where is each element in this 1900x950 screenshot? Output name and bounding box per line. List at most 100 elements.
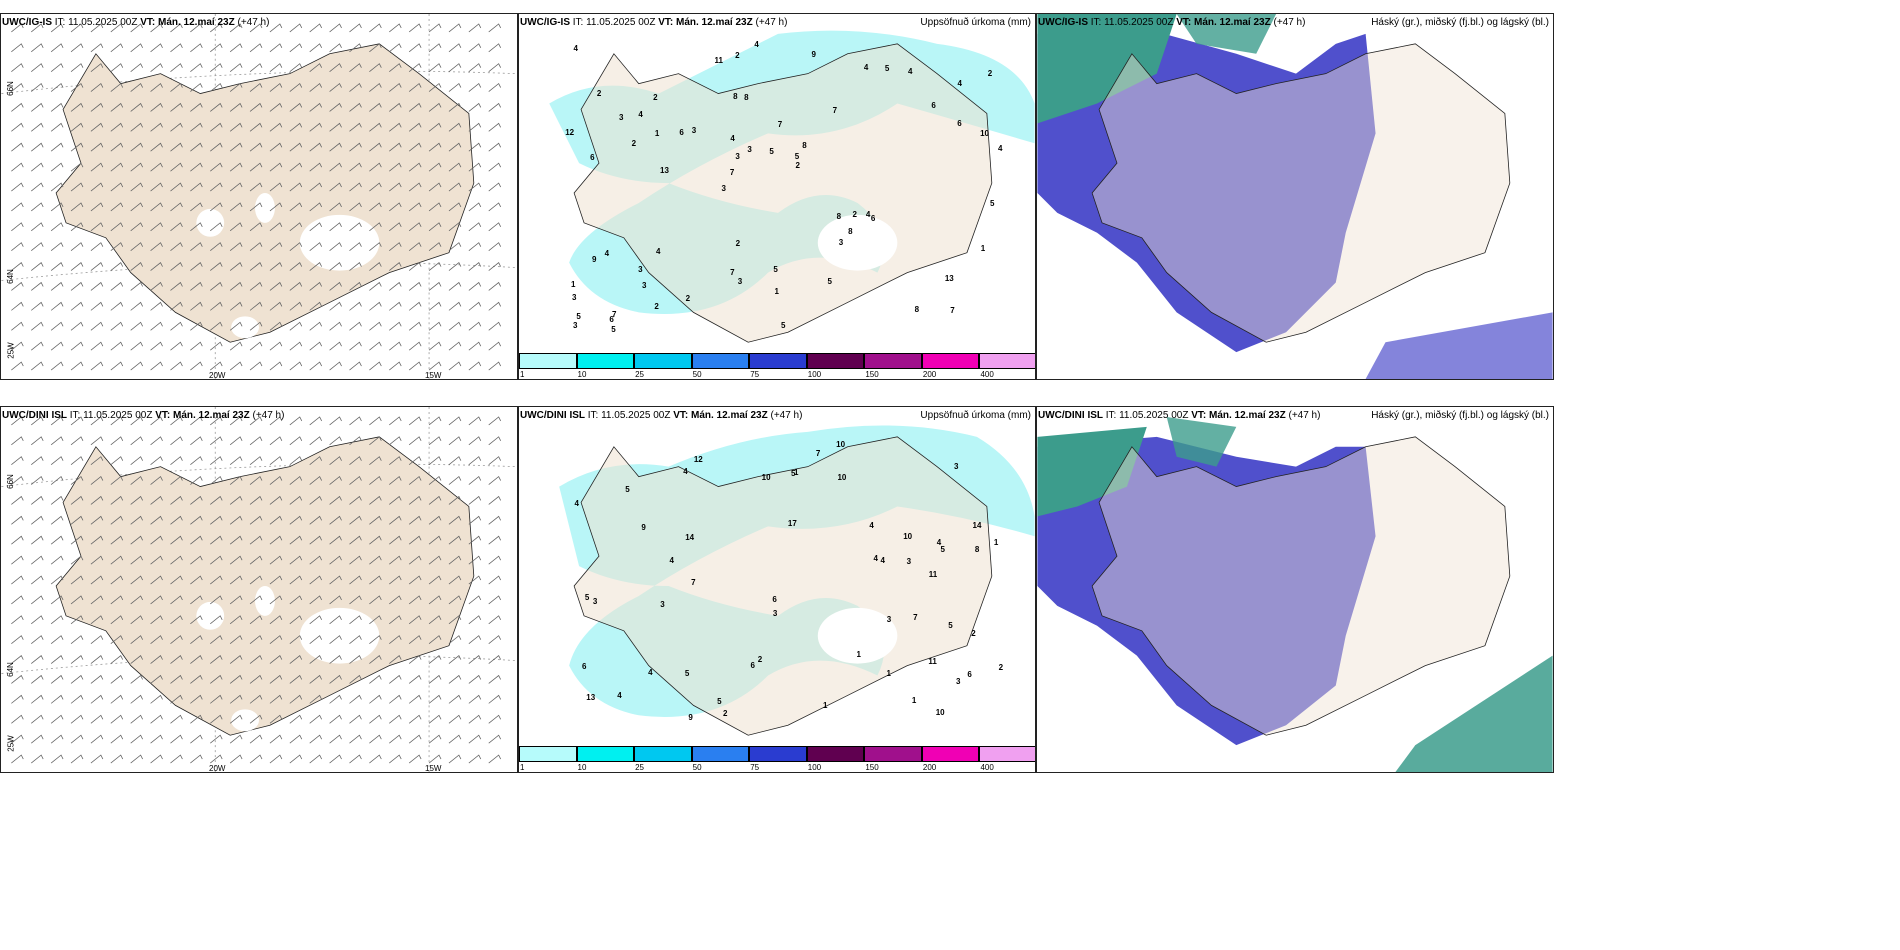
wind-barb: [269, 655, 283, 664]
wind-barb: [229, 122, 243, 132]
wind-barb: [408, 262, 422, 271]
wind-barb: [309, 535, 323, 545]
precip-map-bottom: [559, 425, 1035, 736]
wind-barb: [349, 674, 362, 684]
precip-value-label: 4: [863, 62, 869, 72]
wind-barb: [90, 555, 104, 565]
wind-barb: [468, 321, 482, 331]
precip-value-label: 3: [572, 320, 578, 330]
iceland-land: [573, 43, 993, 343]
precip-value-label: 1: [911, 695, 917, 705]
wind-barb: [190, 555, 203, 565]
wind-barb: [249, 162, 263, 172]
precip-value-label: 5: [684, 668, 690, 678]
wind-barb: [369, 43, 382, 53]
wind-barb: [30, 202, 44, 212]
wind-barb: [389, 694, 402, 704]
wind-barb: [369, 456, 382, 465]
wind-barb: [349, 83, 362, 92]
wind-barb: [349, 242, 362, 252]
wind-barb: [349, 281, 362, 291]
wind-barb: [11, 182, 24, 192]
wind-barb: [408, 142, 422, 152]
wind-barb: [408, 83, 422, 92]
wind-barb: [130, 222, 143, 232]
wind-barb: [90, 436, 104, 446]
cloud-map-top: [1037, 14, 1553, 379]
wind-barb: [349, 694, 362, 704]
wind-barb: [110, 714, 124, 724]
wind-barb: [389, 83, 402, 92]
wind-barb: [130, 361, 143, 371]
wind-barb: [289, 674, 303, 684]
wind-barb: [30, 694, 44, 704]
wind-barb: [50, 43, 64, 53]
wind-barb: [369, 222, 382, 232]
wind-barb: [50, 23, 64, 33]
wind-barb: [130, 655, 143, 664]
wind-barb: [389, 23, 402, 33]
precip-value-label: 5: [576, 311, 581, 321]
wind-barb: [408, 674, 422, 684]
wind-barb: [170, 102, 183, 112]
wind-barb: [229, 142, 243, 152]
wind-barb: [50, 202, 64, 212]
wind-barb: [269, 202, 283, 212]
wind-barb: [130, 734, 143, 744]
wind-barb: [309, 436, 323, 446]
wind-barb: [190, 83, 203, 92]
wind-barb: [110, 301, 124, 311]
wind-map-top: [1, 14, 517, 379]
wind-barb: [249, 242, 263, 252]
precip-value-label: 8: [914, 305, 920, 315]
wind-barb: [130, 281, 143, 291]
wind-barb: [210, 341, 223, 351]
wind-barb: [289, 202, 303, 212]
wind-barb: [170, 182, 183, 192]
wind-barb: [448, 555, 462, 565]
wind-barb: [468, 142, 482, 152]
wind-barb: [229, 694, 243, 704]
wind-barb: [130, 495, 143, 505]
wind-barb: [389, 456, 402, 465]
wind-barb: [349, 655, 362, 664]
panel-precip-bottom: UWC/DINI ISL IT: 11.05.2025 00Z VT: Mán.…: [518, 406, 1036, 773]
wind-barb: [289, 714, 303, 724]
wind-barb: [229, 202, 243, 212]
legend-label: 400: [980, 370, 994, 379]
wind-barb: [50, 301, 64, 311]
wind-barb: [110, 321, 124, 331]
wind-barb: [229, 361, 243, 371]
wind-barb: [70, 321, 84, 331]
precip-value-label: 3: [838, 238, 844, 248]
wind-barb: [50, 341, 64, 351]
precip-value-label: 5: [884, 64, 890, 74]
wind-barb: [408, 122, 422, 132]
wind-barb: [408, 495, 422, 505]
wind-barb: [329, 122, 342, 132]
wind-barb: [468, 341, 482, 351]
wind-barb: [11, 202, 24, 212]
wind-barb: [369, 436, 382, 446]
wind-barb: [289, 495, 303, 505]
wind-barb: [329, 655, 342, 664]
precip-value-label: 1: [886, 668, 891, 678]
wind-barb: [389, 301, 402, 311]
wind-barb: [309, 515, 323, 525]
title-cloud-top: Háský (gr.), miðský (fj.bl.) og lágský (…: [1371, 17, 1549, 28]
wind-barb: [170, 142, 183, 152]
wind-barb: [130, 416, 143, 426]
wind-barb: [30, 635, 44, 645]
wind-barb: [170, 222, 183, 232]
wind-barb: [448, 595, 462, 605]
wind-barb: [30, 142, 44, 152]
wind-barb: [309, 615, 323, 625]
wind-barb: [210, 242, 223, 252]
wind-barb: [30, 23, 44, 33]
legend-swatch: [806, 353, 865, 369]
wind-barb: [309, 555, 323, 565]
wind-barb: [329, 242, 342, 252]
wind-barb: [70, 182, 84, 192]
wind-barb: [329, 222, 342, 232]
header-cloud-bottom: UWC/DINI ISL IT: 11.05.2025 00Z VT: Mán.…: [1038, 410, 1321, 421]
